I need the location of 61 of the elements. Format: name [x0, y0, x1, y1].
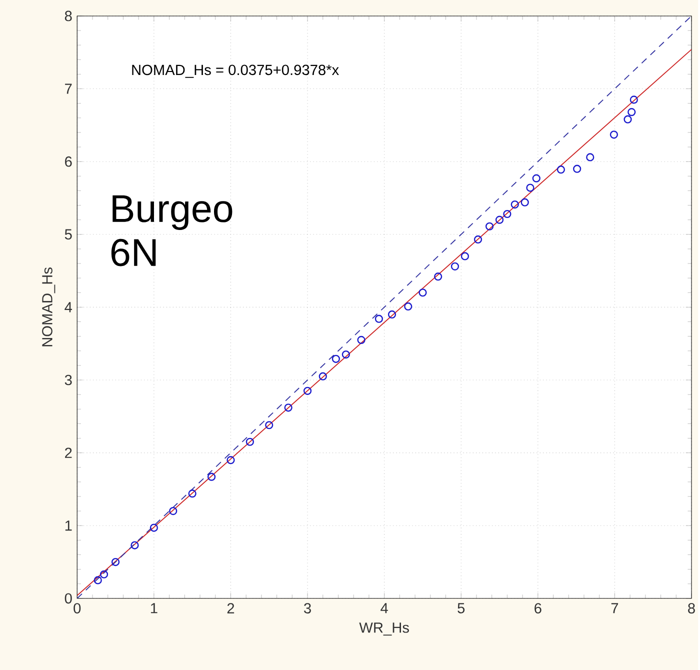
x-axis-title: WR_Hs	[359, 622, 409, 636]
y-tick-label: 5	[64, 229, 72, 240]
point	[526, 184, 534, 192]
point	[586, 153, 594, 162]
x-tick-label: 3	[304, 603, 311, 614]
y-tick-label: 4	[64, 302, 72, 312]
point	[100, 570, 108, 578]
y-tick-label: 3	[64, 374, 72, 386]
point	[450, 262, 460, 270]
x-tick-label: 0	[74, 603, 81, 614]
point	[418, 288, 427, 297]
point	[630, 96, 638, 104]
y-tick-label: 6	[65, 156, 72, 167]
point	[573, 164, 582, 173]
point	[130, 541, 139, 550]
point	[628, 108, 636, 116]
point	[388, 310, 396, 318]
point	[610, 130, 618, 139]
point	[303, 386, 312, 395]
point	[532, 174, 540, 182]
point	[624, 115, 632, 124]
point	[284, 403, 292, 412]
y-tick-label: 7	[65, 84, 72, 94]
x-tick-label: 6	[534, 603, 542, 614]
point	[169, 506, 178, 515]
y-tick-label: 0	[64, 593, 72, 604]
point	[246, 438, 254, 446]
point	[503, 210, 512, 218]
point	[318, 372, 327, 380]
point	[342, 350, 350, 358]
point	[556, 165, 566, 174]
point	[434, 272, 442, 281]
point	[150, 524, 158, 532]
annotation: NOMAD_Hs = 0.0375+0.9378*x	[132, 64, 339, 78]
x-tick-label: 2	[227, 603, 234, 614]
annotation: Burgeo 6N	[111, 195, 232, 266]
y-tick-label: 2	[65, 448, 72, 458]
point	[357, 336, 366, 344]
point	[510, 200, 519, 208]
point	[495, 216, 504, 224]
point	[226, 456, 235, 464]
point	[520, 198, 529, 206]
point	[404, 302, 412, 310]
point	[265, 420, 274, 430]
y-tick-label: 8	[64, 10, 72, 22]
point	[485, 222, 494, 230]
point	[94, 576, 102, 584]
point	[332, 354, 340, 363]
x-tick-label: 7	[611, 603, 618, 614]
point	[188, 489, 196, 498]
y-tick-label: 1	[65, 520, 72, 531]
x-tick-label: 4	[380, 603, 388, 614]
point	[207, 472, 216, 481]
point	[111, 558, 120, 566]
y-axis-title: NOMAD_Hs	[42, 267, 56, 346]
point	[474, 235, 482, 244]
point	[374, 314, 383, 323]
x-tick-label: 5	[458, 603, 465, 614]
x-tick-label: 8	[688, 603, 695, 614]
point	[460, 252, 470, 260]
x-tick-label: 1	[150, 603, 158, 614]
